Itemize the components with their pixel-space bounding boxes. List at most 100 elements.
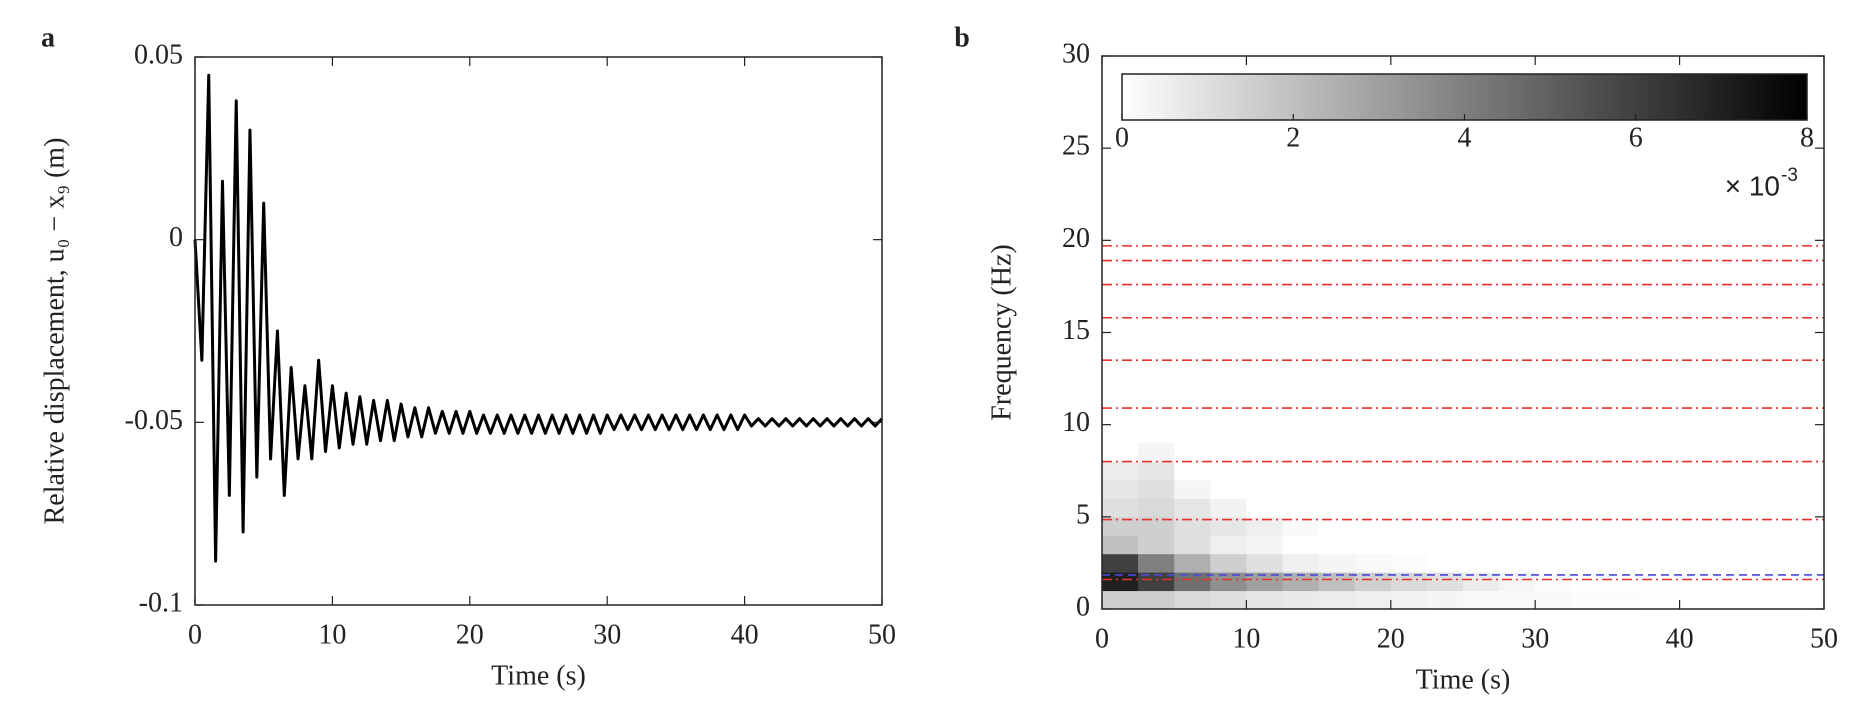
heat-cell xyxy=(1426,461,1464,481)
x-tick-label: 40 xyxy=(731,619,759,650)
heat-cell xyxy=(1210,572,1247,592)
y-tick-label: 30 xyxy=(1062,38,1090,69)
heat-cell xyxy=(1390,461,1428,481)
heat-cell xyxy=(1643,498,1681,518)
heat-cell xyxy=(1463,516,1500,536)
heat-cell xyxy=(1354,461,1392,481)
heat-cell xyxy=(1246,572,1283,592)
heat-cell xyxy=(1210,498,1247,518)
heat-cell xyxy=(1499,498,1536,518)
heat-cell xyxy=(1210,535,1247,555)
heat-cell xyxy=(1102,553,1139,573)
heat-cell xyxy=(1138,553,1175,573)
heat-cell xyxy=(1390,553,1428,573)
heat-cell xyxy=(1643,443,1681,463)
heat-cell xyxy=(1643,516,1681,536)
heat-cell xyxy=(1318,479,1356,499)
heat-cell xyxy=(1102,443,1139,463)
heat-cell xyxy=(1643,479,1681,499)
y-tick-label: 20 xyxy=(1062,223,1090,254)
heat-cell xyxy=(1499,535,1536,555)
y-tick-label: 0.05 xyxy=(134,39,183,70)
heat-cell xyxy=(1390,498,1428,518)
heat-cell xyxy=(1354,553,1392,573)
heat-cell xyxy=(1354,516,1392,536)
heat-cell xyxy=(1102,498,1139,518)
heat-cell xyxy=(1354,572,1392,592)
heat-cell xyxy=(1463,553,1500,573)
heat-cell xyxy=(1607,461,1644,481)
x-tick-label: 20 xyxy=(1377,623,1405,654)
heat-cell xyxy=(1426,516,1464,536)
heat-cell xyxy=(1174,516,1211,536)
heat-cell xyxy=(1643,461,1681,481)
y-tick-label: 5 xyxy=(1076,499,1090,530)
x-tick-label: 0 xyxy=(188,619,202,650)
heat-cell xyxy=(1174,498,1211,518)
colorbar-tick-label: 0 xyxy=(1115,122,1129,153)
x-tick-label: 40 xyxy=(1666,623,1694,654)
x-tick-label: 50 xyxy=(868,619,896,650)
heat-cell xyxy=(1607,590,1644,610)
heat-cell xyxy=(1571,535,1608,555)
heat-cell xyxy=(1138,516,1175,536)
heat-cell xyxy=(1138,535,1175,555)
heat-cell xyxy=(1390,516,1428,536)
heat-cell xyxy=(1426,479,1464,499)
panel-label: b xyxy=(954,22,970,53)
heat-cell xyxy=(1390,443,1428,463)
heat-cell xyxy=(1499,479,1536,499)
heat-cell xyxy=(1607,572,1644,592)
heat-cell xyxy=(1318,590,1356,610)
heat-cell xyxy=(1535,590,1572,610)
colorbar xyxy=(1121,73,1808,121)
heat-cell xyxy=(1318,572,1356,592)
x-tick-label: 10 xyxy=(1232,623,1260,654)
heat-cell xyxy=(1643,572,1681,592)
heat-cell xyxy=(1607,535,1644,555)
heat-cell xyxy=(1571,516,1608,536)
data-line xyxy=(193,73,884,563)
y-tick-label: 10 xyxy=(1062,407,1090,438)
heat-cell xyxy=(1607,479,1644,499)
heat-cell xyxy=(1282,572,1320,592)
heat-cell xyxy=(1463,498,1500,518)
heat-cell xyxy=(1282,516,1320,536)
heat-cell xyxy=(1174,479,1211,499)
heat-cell xyxy=(1210,553,1247,573)
heat-cell xyxy=(1282,461,1320,481)
x-tick-label: 20 xyxy=(456,619,484,650)
colorbar-tick-label: 6 xyxy=(1629,122,1643,153)
heat-cell xyxy=(1535,572,1572,592)
heat-cell xyxy=(1426,553,1464,573)
heat-cell xyxy=(1535,498,1572,518)
colorbar-tick-label: 8 xyxy=(1800,122,1814,153)
heat-cell xyxy=(1318,516,1356,536)
heat-cell xyxy=(1138,590,1175,610)
heat-cell xyxy=(1607,516,1644,536)
heat-cell xyxy=(1535,479,1572,499)
heat-cell xyxy=(1174,590,1211,610)
y-tick-label: -0.1 xyxy=(139,587,183,618)
heat-cell xyxy=(1390,572,1428,592)
heat-cell xyxy=(1318,498,1356,518)
heat-cell xyxy=(1535,535,1572,555)
heat-cell xyxy=(1174,535,1211,555)
heat-cell xyxy=(1138,443,1175,463)
heat-cell xyxy=(1318,443,1356,463)
heat-cell xyxy=(1571,479,1608,499)
heat-cell xyxy=(1535,516,1572,536)
heat-cell xyxy=(1571,443,1608,463)
y-tick-label: -0.05 xyxy=(125,405,183,436)
heat-cell xyxy=(1174,461,1211,481)
colorbar-multiplier: × 10 xyxy=(1725,170,1780,201)
heat-cell xyxy=(1318,461,1356,481)
heat-cell xyxy=(1426,498,1464,518)
heat-cell xyxy=(1390,535,1428,555)
heat-cell xyxy=(1571,461,1608,481)
y-tick-label: 0 xyxy=(1076,591,1090,622)
heat-cell xyxy=(1282,479,1320,499)
heat-cell xyxy=(1246,553,1283,573)
heat-cell xyxy=(1246,498,1283,518)
